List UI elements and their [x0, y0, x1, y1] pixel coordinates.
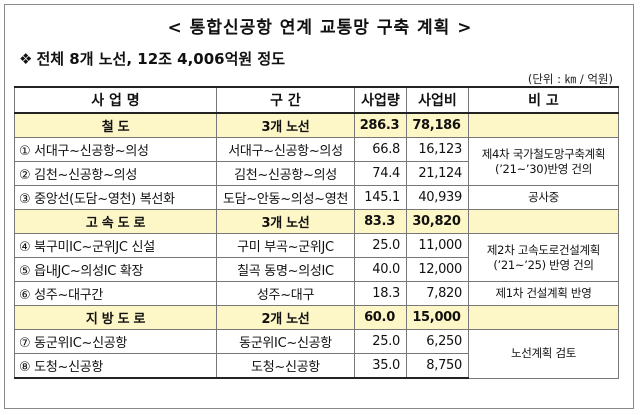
group-remarks [468, 305, 619, 330]
project-cost: 6,250 [406, 329, 469, 354]
transport-plan-table: 사 업 명 구 간 사업량 사업비 비 고 철 도 3개 노선 286.3 78… [14, 86, 619, 379]
group-length: 60.0 [354, 305, 407, 330]
project-length: 40.0 [354, 257, 407, 282]
project-length: 18.3 [354, 281, 407, 306]
group-length: 286.3 [354, 112, 407, 138]
group-name: 철 도 [14, 112, 217, 138]
group-cost: 78,186 [406, 112, 469, 138]
project-name: ⑤ 읍내JC~의성IC 확장 [14, 257, 217, 282]
group-section: 3개 노선 [216, 112, 355, 138]
group-row-local-road: 지 방 도 로 2개 노선 60.0 15,000 [14, 305, 619, 330]
project-cost: 40,939 [406, 185, 469, 210]
project-section: 서대구~신공항~의성 [216, 137, 355, 162]
header-project: 사 업 명 [14, 86, 217, 114]
project-section: 칠곡 동명~의성IC [216, 257, 355, 282]
table-row: ⑥ 성주~대구간 성주~대구 18.3 7,820 제1차 건설계획 반영 [14, 281, 619, 306]
remark-highway-design: 제1차 건설계획 반영 [468, 281, 619, 306]
group-name: 지 방 도 로 [14, 305, 217, 330]
project-length: 25.0 [354, 329, 407, 354]
project-length: 74.4 [354, 161, 407, 186]
project-cost: 7,820 [406, 281, 469, 306]
table-row: ⑦ 동군위IC~신공항 동군위IC~신공항 25.0 6,250 노선계획 검토 [14, 329, 619, 379]
project-length: 145.1 [354, 185, 407, 210]
table-row: ① 서대구~신공항~의성 서대구~신공항~의성 66.8 16,123 제4차 … [14, 137, 619, 186]
project-name: ① 서대구~신공항~의성 [14, 137, 217, 162]
project-section: 성주~대구 [216, 281, 355, 306]
group-section: 2개 노선 [216, 305, 355, 330]
project-section: 김천~신공항~의성 [216, 161, 355, 186]
project-cost: 11,000 [406, 233, 469, 258]
project-name: ③ 중앙선(도담~영천) 복선화 [14, 185, 217, 210]
project-length: 66.8 [354, 137, 407, 162]
unit-label: (단위 : ㎞ / 억원) [527, 72, 613, 86]
project-name: ② 김천~신공항~의성 [14, 161, 217, 186]
project-section: 도담~안동~의성~영천 [216, 185, 355, 210]
remark-local-review: 노선계획 검토 [468, 329, 619, 379]
project-section: 동군위IC~신공항 [216, 329, 355, 354]
table-header-row: 사 업 명 구 간 사업량 사업비 비 고 [14, 86, 619, 114]
group-length: 83.3 [354, 209, 407, 234]
summary-text: 전체 8개 노선, 12조 4,006억원 정도 [36, 50, 286, 68]
project-section: 구미 부곡~군위JC [216, 233, 355, 258]
table-row: ⑤ 읍내JC~의성IC 확장 칠곡 동명~의성IC 40.0 12,000 [14, 257, 619, 282]
table-row: ④ 북구미IC~군위JC 신설 구미 부곡~군위JC 25.0 11,000 제… [14, 233, 619, 282]
group-remarks [468, 209, 619, 234]
page-title: < 통합신공항 연계 교통망 구축 계획 > [167, 18, 473, 38]
project-cost: 8,750 [406, 353, 469, 379]
group-row-highway: 고 속 도 로 3개 노선 83.3 30,820 [14, 209, 619, 234]
group-remarks [468, 112, 619, 138]
project-length: 35.0 [354, 353, 407, 379]
project-name: ④ 북구미IC~군위JC 신설 [14, 233, 217, 258]
project-name: ⑧ 도청~신공항 [14, 353, 217, 379]
group-cost: 30,820 [406, 209, 469, 234]
header-length: 사업량 [354, 86, 407, 114]
remark-rail-plan: 제4차 국가철도망구축계획 (’21~’30)반영 건의 [468, 137, 619, 186]
header-section: 구 간 [216, 86, 355, 114]
table-row: ⑧ 도청~신공항 도청~신공항 35.0 8,750 [14, 353, 619, 379]
project-section: 도청~신공항 [216, 353, 355, 379]
remark-highway-plan: 제2차 고속도로건설계획 (’21~’25) 반영 건의 [468, 233, 619, 282]
group-cost: 15,000 [406, 305, 469, 330]
project-cost: 21,124 [406, 161, 469, 186]
project-cost: 16,123 [406, 137, 469, 162]
group-section: 3개 노선 [216, 209, 355, 234]
remark-rail-construction: 공사중 [468, 185, 619, 210]
header-cost: 사업비 [406, 86, 469, 114]
project-name: ⑥ 성주~대구간 [14, 281, 217, 306]
project-length: 25.0 [354, 233, 407, 258]
summary-line: ❖ 전체 8개 노선, 12조 4,006억원 정도 [19, 48, 285, 69]
group-row-rail: 철 도 3개 노선 286.3 78,186 [14, 112, 619, 138]
group-name: 고 속 도 로 [14, 209, 217, 234]
project-name: ⑦ 동군위IC~신공항 [14, 329, 217, 354]
header-remarks: 비 고 [468, 86, 619, 114]
table-row: ② 김천~신공항~의성 김천~신공항~의성 74.4 21,124 [14, 161, 619, 186]
diamond-bullet-icon: ❖ [19, 50, 33, 68]
table-row: ③ 중앙선(도담~영천) 복선화 도담~안동~의성~영천 145.1 40,93… [14, 185, 619, 210]
project-cost: 12,000 [406, 257, 469, 282]
